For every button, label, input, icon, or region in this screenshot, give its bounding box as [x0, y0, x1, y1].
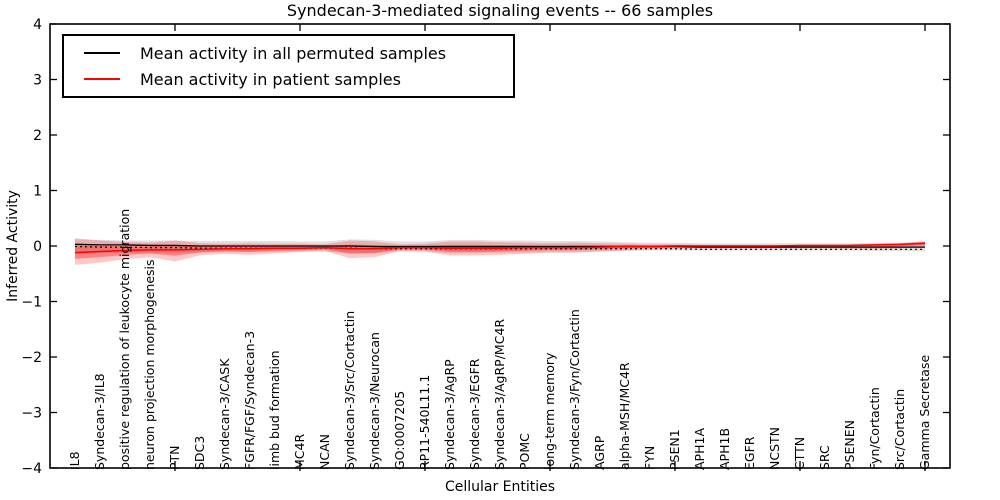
- x-category-label: GO:0007205: [392, 391, 407, 470]
- x-category-label: Syndecan-3/Neurocan: [367, 332, 382, 470]
- x-category-label: CTTN: [792, 437, 807, 470]
- x-axis-label: Cellular Entities: [444, 479, 556, 495]
- y-tick-label: 2: [33, 128, 42, 144]
- x-category-label: FGFR/FGF/Syndecan-3: [242, 331, 257, 470]
- x-category-label: PTN: [167, 445, 182, 470]
- x-category-label: SDC3: [192, 436, 207, 470]
- x-category-label: RP11-540L11.1: [417, 375, 432, 470]
- x-category-label: Src/Cortactin: [892, 389, 907, 470]
- y-tick-label: 1: [33, 184, 42, 200]
- x-category-label: Syndecan-3/Fyn/Cortactin: [567, 309, 582, 470]
- x-category-label: Gamma Secretase: [917, 355, 932, 470]
- patient-band-outer: [75, 238, 925, 265]
- x-category-label: positive regulation of leukocyte migrati…: [117, 209, 132, 470]
- x-category-label: Syndecan-3/IL8: [92, 373, 107, 470]
- x-category-label: AGRP: [592, 435, 607, 470]
- x-category-label: Syndecan-3/AgRP: [442, 359, 457, 470]
- x-category-label: NCSTN: [767, 427, 782, 470]
- y-tick-label: 4: [33, 17, 42, 33]
- permuted-line-swatch: [84, 52, 120, 54]
- x-category-label: Syndecan-3/Src/Cortactin: [342, 311, 357, 470]
- x-category-label: long-term memory: [542, 352, 557, 470]
- x-category-label: Syndecan-3/CASK: [217, 358, 232, 470]
- x-category-label: Syndecan-3/EGFR: [467, 358, 482, 470]
- x-category-label: PSEN1: [667, 429, 682, 470]
- y-tick-label: −2: [21, 350, 42, 366]
- x-category-label: Syndecan-3/AgRP/MC4R: [492, 319, 507, 470]
- x-category-label: APH1B: [717, 428, 732, 470]
- chart-title: Syndecan-3-mediated signaling events -- …: [286, 1, 714, 20]
- permuted-mean-line: [74, 243, 925, 248]
- legend-label-permuted: Mean activity in all permuted samples: [140, 43, 447, 63]
- x-category-label: EGFR: [742, 436, 757, 470]
- x-category-label: POMC: [517, 433, 532, 470]
- x-category-label: NCAN: [317, 434, 332, 470]
- legend-item-patient: Mean activity in patient samples: [84, 70, 505, 89]
- patient-mean-line: [74, 242, 926, 254]
- y-tick-label: −4: [21, 461, 42, 477]
- x-category-label: IL8: [67, 451, 82, 470]
- x-category-label: neuron projection morphogenesis: [142, 259, 157, 470]
- x-category-label: alpha-MSH/MC4R: [617, 362, 632, 470]
- y-tick-label: 3: [33, 73, 42, 89]
- x-category-label: MC4R: [292, 434, 307, 470]
- y-tick-label: −1: [21, 295, 42, 311]
- x-category-label: limb bud formation: [267, 350, 282, 470]
- x-category-label: SRC: [817, 445, 832, 470]
- y-tick-label: 0: [33, 239, 42, 255]
- x-category-label: FYN: [642, 446, 657, 470]
- legend-label-patient: Mean activity in patient samples: [140, 69, 401, 89]
- legend: Mean activity in all permuted samples Me…: [62, 34, 515, 98]
- x-category-label: PSENEN: [842, 420, 857, 470]
- patient-line-swatch: [84, 78, 120, 80]
- y-tick-label: −3: [21, 406, 42, 422]
- legend-item-permuted: Mean activity in all permuted samples: [84, 44, 505, 63]
- y-axis-label: Inferred Activity: [5, 190, 21, 302]
- x-category-label: Fyn/Cortactin: [867, 387, 882, 470]
- x-category-label: APH1A: [692, 428, 707, 470]
